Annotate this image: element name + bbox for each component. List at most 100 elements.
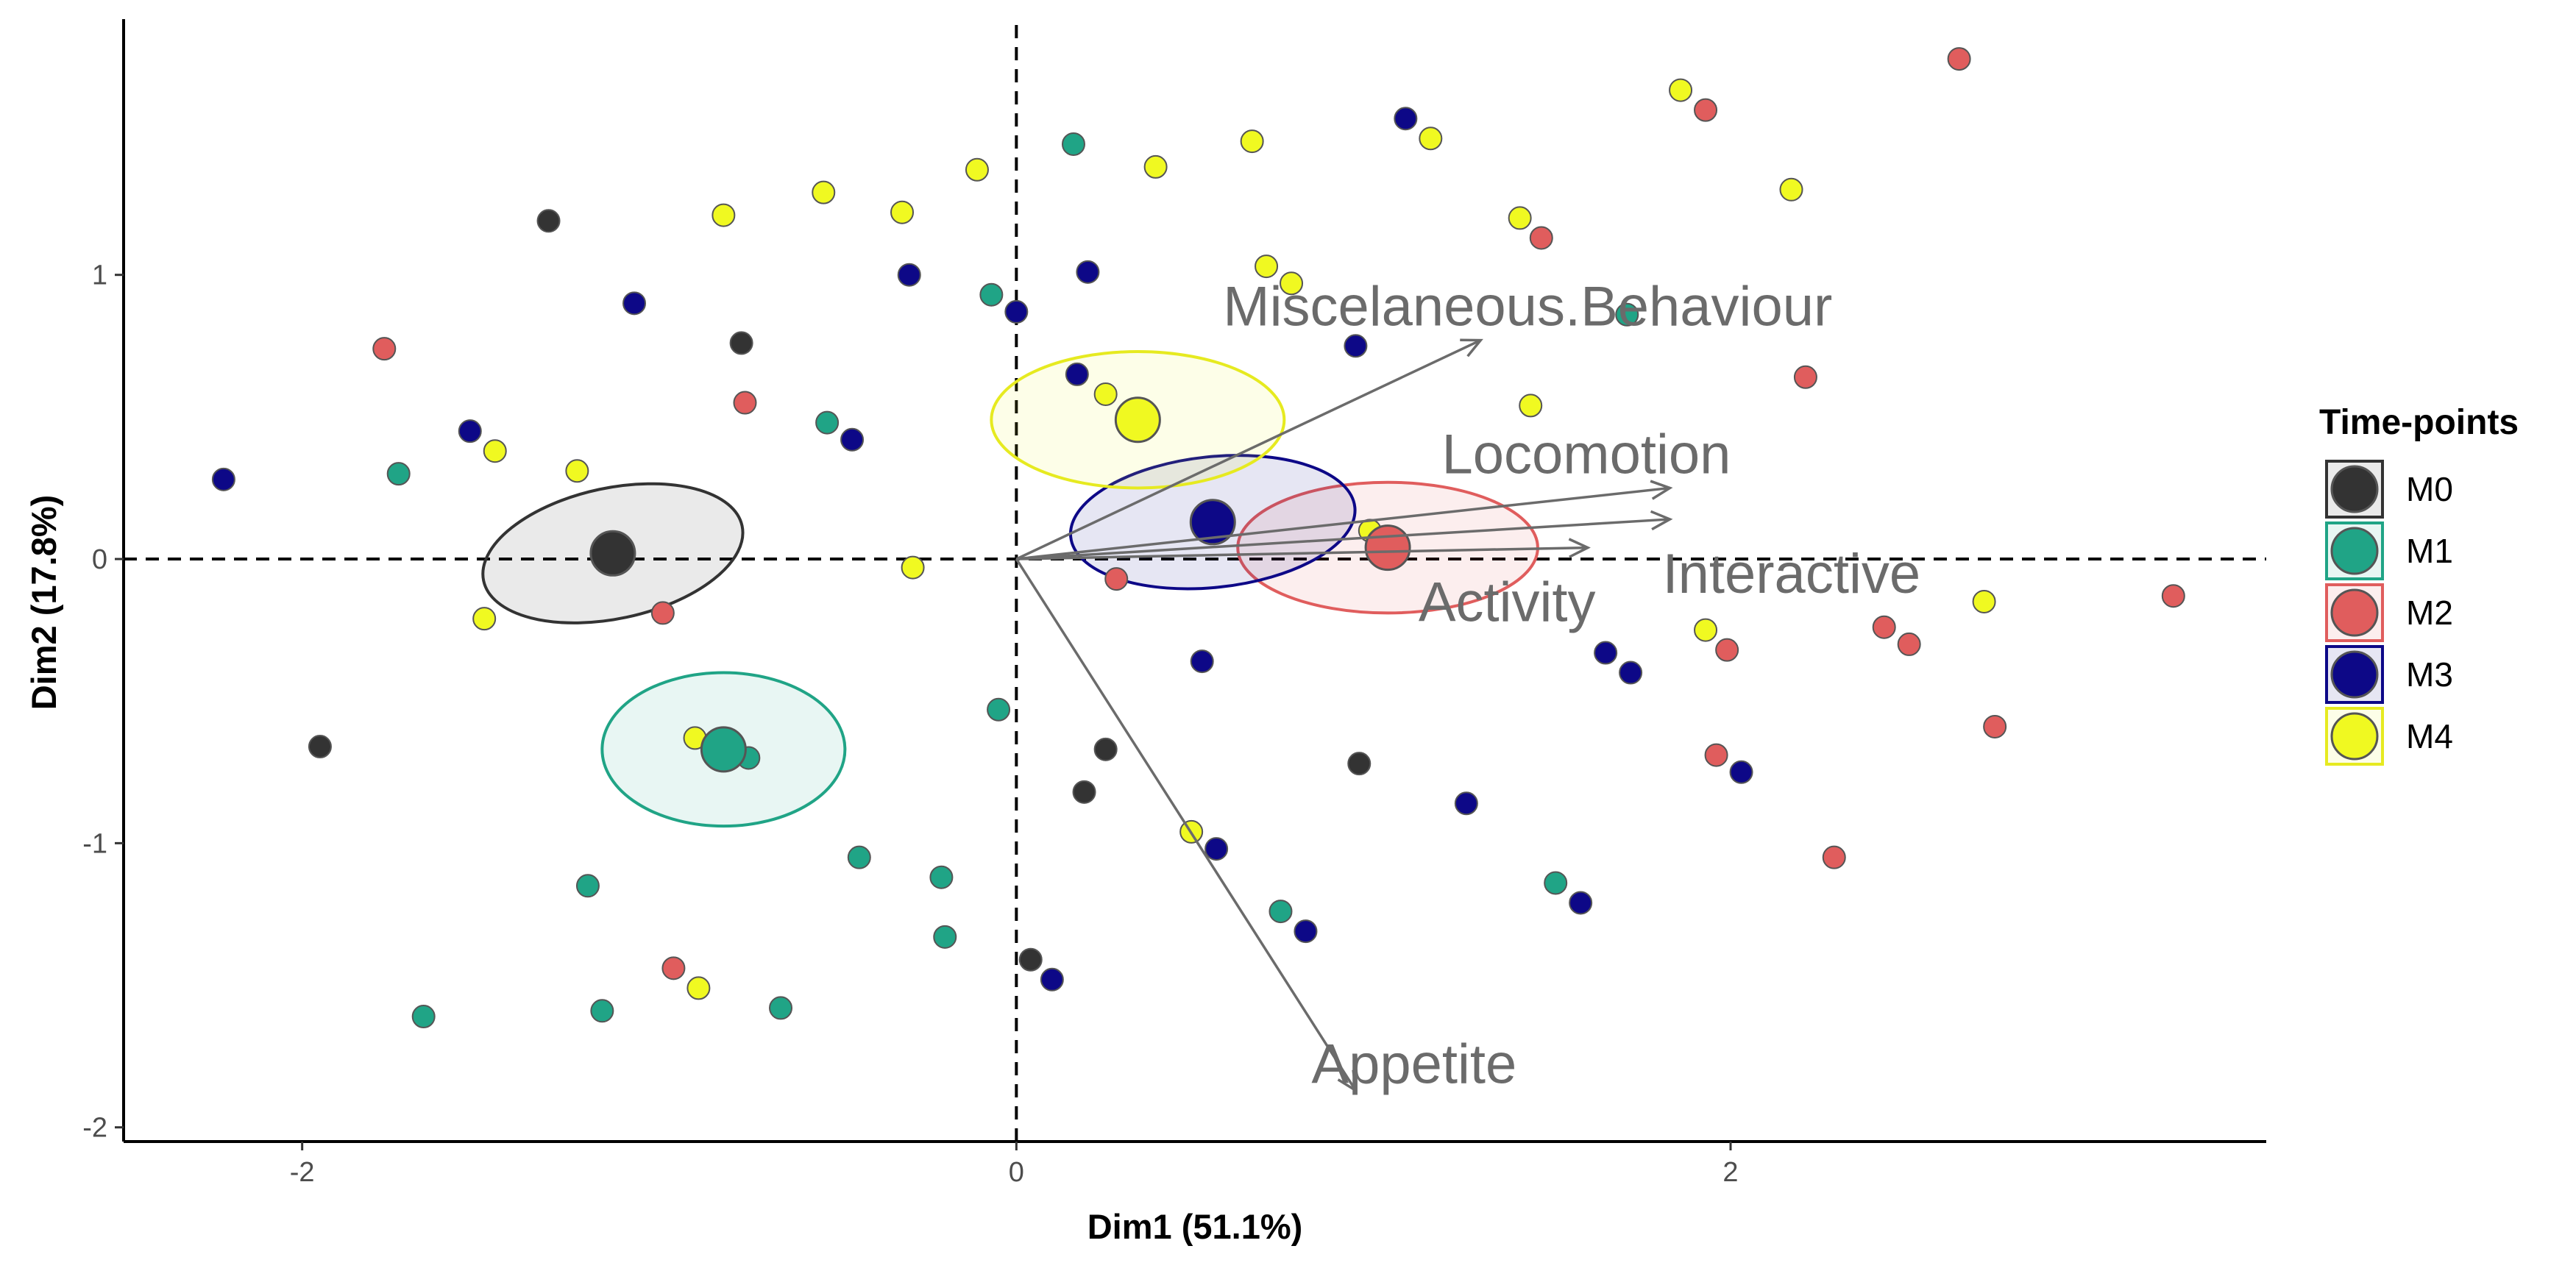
point-m3 [1065, 362, 1089, 386]
point-m1 [386, 462, 411, 486]
point-m4 [1240, 129, 1264, 154]
point-m1 [590, 999, 614, 1023]
centroid-m3 [1189, 499, 1236, 546]
point-m3 [1004, 299, 1029, 324]
point-m4 [1280, 271, 1304, 296]
point-m3 [622, 291, 647, 316]
point-m0 [536, 209, 561, 233]
point-m4 [565, 459, 589, 483]
point-m3 [1594, 641, 1618, 665]
arrow-head [1568, 538, 1591, 558]
centroid-m1 [700, 726, 747, 773]
x-tick-label: -2 [290, 1157, 315, 1188]
arrow-shaft [1015, 558, 1357, 1092]
point-m2 [733, 391, 757, 415]
point-m4 [686, 976, 711, 1000]
legend-label-m3: M3 [2406, 655, 2453, 694]
legend-label-m2: M2 [2406, 594, 2453, 632]
point-m2 [1793, 365, 1817, 389]
point-m2 [1822, 845, 1846, 869]
point-m1 [1269, 900, 1293, 924]
point-m3 [1040, 967, 1064, 991]
point-m2 [1704, 743, 1728, 767]
arrow-shaft [1015, 338, 1482, 560]
arrow-head [1650, 480, 1673, 500]
point-m3 [1729, 760, 1753, 784]
point-m2 [1104, 567, 1129, 591]
point-m0 [308, 735, 332, 759]
confidence-ellipses [481, 350, 1539, 828]
x-tick-label: 0 [1009, 1157, 1024, 1188]
point-m4 [1972, 589, 1996, 613]
point-m2 [650, 601, 675, 625]
group-centroids [589, 396, 1411, 773]
point-m4 [965, 157, 989, 182]
point-m3 [1204, 837, 1229, 861]
point-m0 [1072, 780, 1096, 804]
point-m4 [1519, 394, 1543, 418]
variable-label: Activity [1419, 572, 1596, 634]
point-m2 [372, 337, 397, 361]
point-m0 [1018, 947, 1043, 972]
point-m1 [575, 874, 600, 898]
arrow-shaft [1016, 518, 1670, 560]
centroid-m2 [1364, 524, 1411, 572]
point-m2 [1897, 632, 1921, 656]
y-tick-label: 1 [92, 260, 107, 291]
observation-points [211, 47, 2185, 1029]
point-m3 [1190, 649, 1214, 674]
point-m3 [1569, 891, 1593, 915]
point-m1 [411, 1005, 436, 1029]
arrow-head [1460, 338, 1483, 357]
point-m2 [1715, 638, 1739, 662]
legend: Time-points M0 M1 M2 M3 M4 [2319, 403, 2519, 766]
centroid-m0 [589, 530, 636, 577]
point-m2 [1947, 47, 1971, 71]
point-m2 [1694, 98, 1718, 122]
point-m4 [483, 439, 507, 463]
point-m4 [890, 200, 915, 224]
legend-label-m4: M4 [2406, 717, 2453, 755]
legend-title: Time-points [2319, 403, 2519, 442]
point-m3 [1619, 661, 1643, 685]
point-m4 [1508, 206, 1532, 230]
point-m4 [1669, 78, 1693, 102]
variable-label: Appetite [1311, 1033, 1516, 1095]
legend-marker-m2 [2330, 588, 2379, 637]
y-axis-title: Dim2 (17.8%) [24, 495, 63, 711]
point-m3 [1294, 919, 1318, 944]
variable-arrows [1015, 338, 1673, 1093]
point-m4 [1419, 127, 1443, 151]
point-m4 [712, 203, 736, 227]
point-m1 [979, 282, 1004, 307]
legend-marker-m4 [2330, 712, 2379, 761]
point-m1 [933, 925, 957, 949]
point-m2 [1872, 615, 1896, 639]
point-m2 [1983, 714, 2007, 738]
point-m4 [1779, 177, 1803, 202]
point-m1 [987, 697, 1011, 722]
point-m3 [840, 427, 865, 452]
centroid-m4 [1114, 396, 1161, 444]
point-m3 [1076, 260, 1100, 284]
legend-label-m1: M1 [2406, 532, 2453, 570]
point-m3 [897, 263, 921, 287]
point-m3 [458, 419, 482, 444]
point-m1 [1615, 302, 1639, 327]
point-m4 [1694, 618, 1718, 642]
arrow-head [1650, 510, 1673, 531]
point-m2 [1529, 226, 1553, 250]
point-m1 [1544, 871, 1568, 895]
point-m1 [847, 845, 871, 869]
point-m4 [1255, 254, 1279, 279]
variable-labels: Miscelaneous.Behaviour Locomotion Interact… [1223, 276, 1920, 1096]
x-tick-label: 2 [1722, 1157, 1738, 1188]
axes: -2 0 2 -2 -1 0 1 Dim1 (51.1%) Dim2 (17.8%) [24, 19, 2266, 1246]
arrow-shaft [1016, 546, 1588, 560]
point-m4 [1143, 154, 1168, 179]
point-m1 [769, 996, 793, 1020]
variable-label: Locomotion [1441, 423, 1731, 485]
point-m3 [1394, 107, 1418, 131]
arrow-head [1337, 1069, 1358, 1093]
